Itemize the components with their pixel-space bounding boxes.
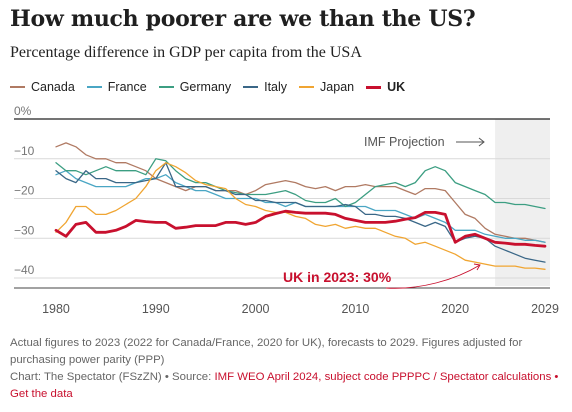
callout-arrow-head [473, 263, 481, 271]
legend-item-canada: Canada [10, 80, 75, 94]
chart-subtitle: Percentage difference in GDP per capita … [10, 44, 362, 61]
x-tick-label: 2029 [531, 302, 559, 316]
legend-item-japan: Japan [299, 80, 354, 94]
legend-item-italy: Italy [243, 80, 287, 94]
series-line-germany [55, 158, 546, 210]
y-tick-label: −10 [14, 144, 35, 158]
x-tick-label: 2020 [441, 302, 469, 316]
x-tick-label: 2000 [242, 302, 270, 316]
projection-label: IMF Projection [364, 135, 445, 149]
y-tick-label: −30 [14, 223, 35, 237]
series-line-uk [54, 209, 547, 248]
legend-label-germany: Germany [179, 80, 232, 94]
x-tick-label: 2010 [341, 302, 369, 316]
y-tick-label: −20 [14, 184, 35, 198]
legend-swatch-germany [158, 86, 174, 88]
y-tick-label: −40 [14, 263, 35, 277]
credit-line: Chart: The Spectator (FSzZN) • Source: I… [10, 369, 560, 403]
footer: Actual figures to 2023 (2022 for Canada/… [10, 335, 560, 403]
legend-label-france: France [107, 80, 147, 94]
legend-label-japan: Japan [320, 80, 355, 94]
legend: Canada France Germany Italy Japan UK [10, 80, 417, 94]
legend-label-canada: Canada [31, 80, 75, 94]
x-tick-label: 1990 [142, 302, 170, 316]
callout-label: UK in 2023: 30% [283, 269, 392, 285]
legend-swatch-italy [243, 86, 259, 88]
legend-label-uk: UK [387, 80, 406, 94]
legend-swatch-france [86, 86, 102, 88]
line-chart: 0% −10 −20 −30 −40 1980 1990 2000 2010 2020 2029 IM… [14, 104, 559, 316]
legend-item-germany: Germany [158, 80, 232, 94]
legend-label-italy: Italy [264, 80, 288, 94]
legend-swatch-uk [366, 85, 382, 89]
legend-swatch-japan [299, 86, 315, 88]
y-tick-label: 0% [14, 104, 32, 118]
callout-arrow-line [385, 264, 481, 289]
series-line-france [55, 170, 546, 243]
series-line-japan [55, 162, 546, 270]
projection-arrow-head [478, 137, 485, 147]
legend-item-france: France [86, 80, 147, 94]
x-tick-label: 1980 [42, 302, 70, 316]
legend-item-uk: UK [366, 80, 405, 94]
source-link[interactable]: IMF WEO April 2024, subject code PPPPC /… [10, 371, 559, 400]
footnote: Actual figures to 2023 (2022 for Canada/… [10, 337, 523, 366]
legend-swatch-canada [10, 86, 25, 88]
credit-text: Chart: The Spectator (FSzZN) • Source: [10, 371, 215, 383]
series-line-canada [55, 142, 546, 243]
chart-title: How much poorer are we than the US? [10, 6, 476, 32]
series-line-italy [55, 162, 546, 263]
